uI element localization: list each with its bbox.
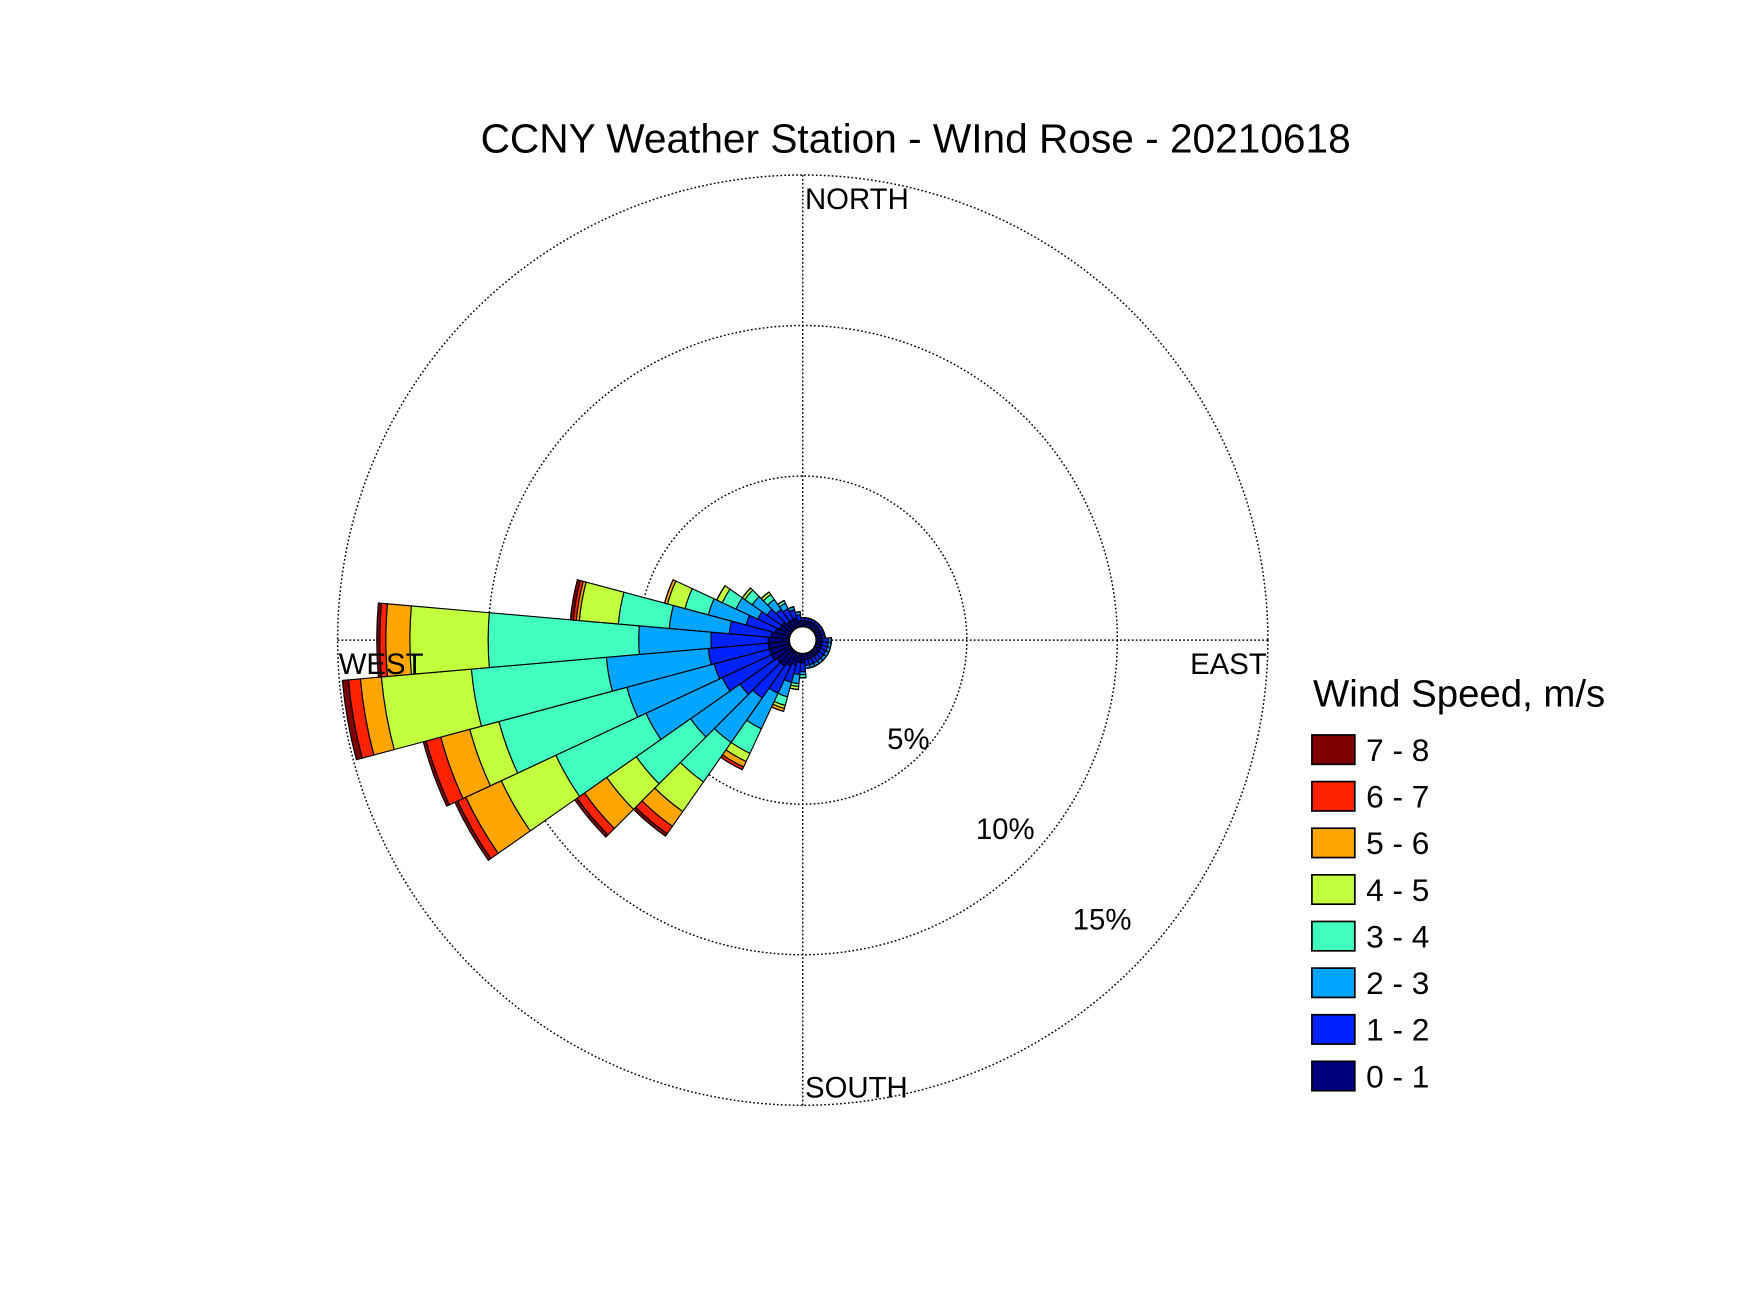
legend-label: 4 - 5 [1366,872,1429,908]
labels: 5% 10% 15% NORTH EAST SOUTH WEST [339,183,1267,1105]
petal-segment [824,634,826,639]
petal-segment [804,617,809,619]
legend-swatch [1311,827,1356,859]
legend-label: 1 - 2 [1366,1012,1429,1048]
legend-swatch [1311,734,1356,766]
direction-label: WEST [339,648,424,681]
legend-title: Wind Speed, m/s [1313,673,1605,716]
legend-label: 3 - 4 [1366,918,1429,954]
petals [341,578,832,862]
petal-segment [376,602,382,678]
legend-label: 5 - 6 [1366,825,1429,861]
legend-swatch [1311,780,1356,812]
legend-swatch [1311,967,1356,999]
petal-segment [341,679,363,761]
legend-label: 0 - 1 [1366,1058,1429,1094]
petal-segment [795,611,801,614]
legend-swatch [1311,873,1356,906]
chart-title: CCNY Weather Station - WInd Rose - 20210… [481,115,1351,161]
grid-ring [336,174,1269,1107]
legend-swatch [1311,1060,1356,1092]
petal-segment [716,585,726,601]
petal-segment [741,587,751,599]
direction-label: NORTH [805,183,909,216]
legend-label: 6 - 7 [1366,779,1429,815]
ring-label: 5% [887,723,929,756]
petal-segment [569,579,581,621]
direction-label: SOUTH [805,1071,908,1104]
ring-label: 15% [1073,903,1132,936]
legend-swatch [1311,920,1356,952]
legend-swatch [1311,1013,1356,1045]
legend-label: 2 - 3 [1366,965,1429,1001]
legend-label: 7 - 8 [1366,732,1429,768]
center-hole [788,625,818,655]
legend: Wind Speed, m/s 0 - 1 1 - 2 2 - 3 3 - 4 4 - 5… [1311,673,1605,1094]
direction-label: EAST [1190,648,1267,681]
ring-label: 10% [976,813,1035,846]
